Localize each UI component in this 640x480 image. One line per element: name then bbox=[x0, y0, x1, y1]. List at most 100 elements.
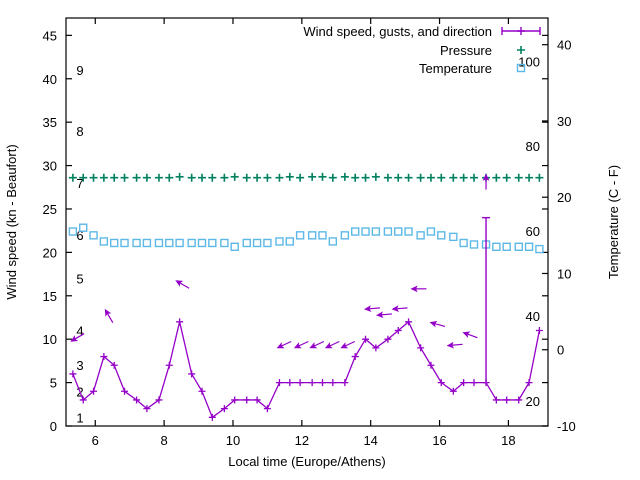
windspeed-marker bbox=[79, 396, 87, 404]
temperature-marker bbox=[307, 231, 317, 240]
pressure-marker bbox=[308, 172, 317, 181]
pressure-marker bbox=[426, 173, 435, 182]
windspeed-marker bbox=[231, 396, 239, 404]
windspeed-marker bbox=[275, 379, 283, 387]
pressure-marker bbox=[187, 173, 196, 182]
temperature-marker bbox=[109, 238, 119, 248]
temperature-marker bbox=[242, 238, 251, 248]
legend-label-1: Pressure bbox=[440, 43, 492, 58]
pressure-marker bbox=[275, 173, 284, 182]
temperature-marker bbox=[318, 231, 327, 240]
y-tick-label: 5 bbox=[50, 376, 57, 391]
windspeed-marker bbox=[405, 318, 413, 326]
pressure-marker bbox=[469, 173, 478, 182]
temperature-marker bbox=[514, 242, 523, 251]
temperature-marker bbox=[68, 227, 78, 236]
temperature-marker bbox=[394, 227, 403, 236]
pressure-marker bbox=[416, 173, 425, 182]
windspeed-marker bbox=[100, 353, 108, 361]
legend-label-0: Wind speed, gusts, and direction bbox=[303, 24, 492, 39]
windspeed-marker bbox=[308, 379, 316, 387]
pressure-marker bbox=[394, 173, 403, 182]
temperature-marker bbox=[208, 238, 217, 248]
x-tick-label: 16 bbox=[432, 433, 446, 448]
y2-tick-label: 10 bbox=[557, 266, 571, 281]
pressure-marker bbox=[296, 173, 305, 182]
temperature-marker bbox=[340, 231, 350, 240]
x-tick-label: 14 bbox=[363, 433, 377, 448]
pressure-marker bbox=[68, 173, 77, 182]
gust-direction-arrow bbox=[482, 173, 490, 190]
wind-direction-arrow bbox=[446, 341, 463, 349]
windspeed-marker bbox=[208, 413, 216, 421]
wind-direction-arrow bbox=[429, 320, 446, 328]
pressure-marker bbox=[535, 173, 544, 182]
windspeed-marker bbox=[492, 396, 500, 404]
temperature-marker bbox=[459, 238, 468, 248]
pressure-marker bbox=[120, 173, 129, 182]
temperature-marker bbox=[89, 231, 98, 240]
plot-frame bbox=[65, 17, 549, 427]
temperature-marker bbox=[351, 227, 360, 236]
windspeed-marker bbox=[470, 379, 478, 387]
windspeed-marker bbox=[69, 370, 77, 378]
wind-direction-arrow bbox=[391, 305, 408, 313]
temperature-marker bbox=[328, 237, 338, 246]
temperature-marker bbox=[187, 238, 196, 248]
temperature-marker bbox=[154, 238, 164, 248]
temperature-marker bbox=[404, 227, 413, 236]
y-tick-label: 40 bbox=[43, 72, 57, 87]
windspeed-marker bbox=[286, 379, 294, 387]
pressure-marker bbox=[142, 173, 151, 182]
pressure-marker bbox=[89, 173, 98, 182]
windspeed-marker bbox=[515, 396, 523, 404]
pressure-marker bbox=[230, 172, 239, 181]
pressure-marker bbox=[525, 173, 534, 182]
windspeed-marker bbox=[449, 387, 457, 395]
windspeed-marker bbox=[394, 327, 402, 335]
windspeed-marker bbox=[165, 361, 173, 369]
y-tick-label: 30 bbox=[43, 159, 57, 174]
x-tick-label: 18 bbox=[501, 433, 515, 448]
temperature-marker bbox=[535, 244, 544, 254]
windspeed-marker bbox=[176, 318, 184, 326]
pressure-marker bbox=[285, 172, 294, 181]
pressure-marker bbox=[165, 173, 174, 182]
y2-tick-label: 40 bbox=[557, 38, 571, 53]
y2-tick-label: 20 bbox=[557, 190, 571, 205]
pressure-marker bbox=[197, 173, 206, 182]
pressure-marker bbox=[175, 172, 184, 181]
y-tick-label: 10 bbox=[43, 332, 57, 347]
fahrenheit-label: 60 bbox=[526, 224, 540, 239]
y2-tick-label: -10 bbox=[557, 419, 576, 434]
wind-direction-arrow bbox=[175, 280, 190, 289]
wind-direction-arrow bbox=[70, 333, 85, 342]
x-tick-label: 12 bbox=[295, 433, 309, 448]
pressure-marker bbox=[99, 173, 108, 182]
windspeed-marker bbox=[90, 387, 98, 395]
windspeed-line bbox=[72, 320, 541, 419]
windspeed-marker bbox=[351, 353, 359, 361]
pressure-marker bbox=[404, 173, 413, 182]
pressure-marker bbox=[449, 173, 458, 182]
beaufort-label: 9 bbox=[76, 63, 83, 78]
beaufort-label: 4 bbox=[76, 324, 83, 339]
x-tick-label: 8 bbox=[161, 433, 168, 448]
pressure-marker bbox=[492, 173, 501, 182]
pressure-marker bbox=[340, 172, 349, 181]
temperature-marker bbox=[295, 231, 305, 240]
windspeed-marker bbox=[525, 379, 533, 387]
x-axis-title: Local time (Europe/Athens) bbox=[228, 454, 386, 469]
legend-square-marker bbox=[516, 63, 526, 73]
temperature-marker bbox=[120, 238, 129, 248]
windspeed-marker bbox=[110, 361, 118, 369]
pressure-marker bbox=[371, 172, 380, 181]
y-tick-label: 0 bbox=[50, 419, 57, 434]
y2-axis-title: Temperature (C - F) bbox=[606, 165, 621, 279]
temperature-marker bbox=[79, 223, 88, 232]
windspeed-marker bbox=[143, 405, 151, 413]
windspeed-marker bbox=[384, 335, 392, 343]
temperature-marker bbox=[220, 238, 229, 248]
pressure-marker bbox=[459, 173, 468, 182]
y2-tick-label: 30 bbox=[557, 114, 571, 129]
